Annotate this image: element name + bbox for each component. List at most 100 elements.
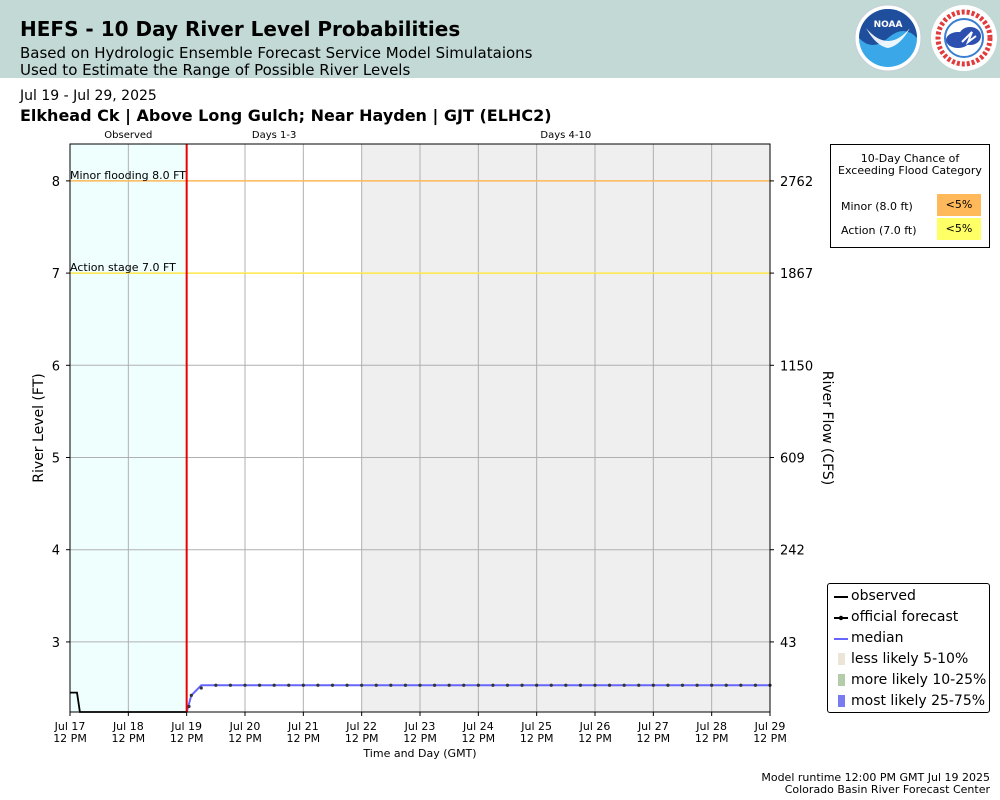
forecast-point	[447, 683, 451, 687]
forecast-point	[680, 683, 685, 687]
period-region-1	[186, 144, 362, 712]
x-tick-label: 12 PM	[345, 732, 379, 745]
x-tick-label: Jul 23	[404, 720, 436, 733]
forecast-point	[374, 683, 378, 687]
forecast-point	[520, 683, 524, 687]
series-median	[185, 684, 770, 713]
y-tick-label: 7	[52, 267, 60, 282]
forecast-point	[607, 683, 612, 687]
forecast-point	[389, 683, 393, 687]
legend-dot	[838, 615, 844, 621]
legend-item-observed: observed	[828, 586, 989, 607]
forecast-point	[432, 683, 437, 687]
x-tick-label: Jul 29	[754, 720, 786, 733]
y-tick-label: 8	[52, 175, 60, 190]
forecast-point	[330, 683, 335, 687]
legend-swatch	[838, 653, 845, 665]
y2-tick-label: 242	[780, 544, 805, 559]
flood-category-title: 10-Day Chance of Exceeding Flood Categor…	[838, 152, 982, 177]
x-tick-label: Jul 19	[170, 720, 202, 733]
forecast-point	[228, 683, 233, 687]
y-tick-label: 6	[52, 359, 60, 374]
y2-tick-label: 609	[780, 452, 805, 467]
threshold-label-1: Action stage 7.0 FT	[70, 261, 176, 274]
x-tick-label: Jul 24	[462, 720, 494, 733]
legend-symbol-most-likely	[838, 695, 845, 707]
forecast-point	[189, 693, 193, 698]
forecast-point	[301, 683, 305, 687]
forecast-point	[345, 683, 349, 687]
y2-tick-label: 2762	[780, 175, 813, 190]
x-tick-label: 12 PM	[462, 732, 496, 745]
chart-legend: observed official forecast median less l…	[827, 583, 990, 713]
x-tick-label: Jul 26	[579, 720, 611, 733]
y-tick-label: 3	[52, 636, 60, 651]
page-title: HEFS - 10 Day River Level Probabilities	[20, 17, 461, 41]
y2-tick-label: 43	[780, 636, 797, 651]
date-range: Jul 19 - Jul 29, 2025	[20, 88, 157, 104]
forecast-point	[257, 683, 262, 687]
x-tick-label: Jul 20	[229, 720, 261, 733]
x-tick-label: 12 PM	[578, 732, 612, 745]
forecast-point	[739, 683, 743, 687]
nws-logo	[931, 5, 997, 71]
legend-label-median: median	[851, 630, 904, 646]
legend-swatch	[838, 695, 845, 707]
flood-category-action-value: <5%	[937, 218, 981, 240]
footer-center: Colorado Basin River Forecast Center	[784, 783, 990, 796]
legend-symbol-less-likely	[838, 653, 845, 665]
x-tick-label: Jul 25	[520, 720, 552, 733]
forecast-point	[505, 683, 510, 687]
legend-symbol-more-likely	[838, 674, 845, 686]
forecast-point	[462, 683, 466, 687]
x-tick-label: 12 PM	[53, 732, 87, 745]
forecast-point	[666, 683, 670, 687]
forecast-point	[491, 683, 495, 687]
legend-item-median: median	[828, 628, 989, 649]
period-region-2	[361, 144, 770, 712]
legend-item-official-forecast: official forecast	[828, 607, 989, 628]
forecast-point	[564, 683, 568, 687]
x-tick-label: Jul 21	[287, 720, 319, 733]
forecast-point	[272, 683, 276, 687]
y2-axis-label: River Flow (CFS)	[819, 371, 835, 486]
forecast-point	[753, 683, 758, 687]
x-tick-label: Jul 18	[112, 720, 144, 733]
period-regions	[70, 144, 770, 712]
y2-tick-label: 1150	[780, 359, 813, 374]
forecast-point	[651, 683, 655, 687]
forecast-point	[476, 683, 480, 687]
x-tick-label: Jul 22	[345, 720, 377, 733]
chart-series	[70, 144, 772, 713]
threshold-label-0: Minor flooding 8.0 FT	[70, 169, 186, 182]
x-tick-label: 12 PM	[287, 732, 321, 745]
y2-tick-label: 1867	[780, 267, 813, 282]
x-tick-label: Jul 27	[637, 720, 669, 733]
x-tick-label: 12 PM	[112, 732, 146, 745]
flood-category-action-label: Action (7.0 ft)	[841, 224, 917, 237]
forecast-point	[637, 683, 641, 687]
noaa-logo: NOAA	[854, 4, 922, 72]
y-axis-label: River Level (FT)	[31, 373, 47, 482]
x-tick-label: 12 PM	[170, 732, 204, 745]
forecast-point	[578, 683, 583, 687]
forecast-point	[695, 683, 699, 687]
x-tick-label: 12 PM	[753, 732, 787, 745]
noaa-logo-text: NOAA	[874, 20, 903, 30]
forecast-point	[214, 683, 218, 687]
flood-category-box: 10-Day Chance of Exceeding Flood Categor…	[830, 144, 990, 248]
flood-category-minor-value: <5%	[937, 194, 981, 216]
legend-symbol-official-forecast	[834, 615, 848, 621]
x-tick-label: 12 PM	[695, 732, 729, 745]
period-label-1: Days 1-3	[252, 130, 296, 141]
x-tick-label: Jul 17	[54, 720, 86, 733]
legend-symbol-observed	[834, 596, 848, 598]
forecast-point	[199, 686, 203, 690]
x-axis-label: Time and Day (GMT)	[362, 747, 476, 760]
footer-runtime: Model runtime 12:00 PM GMT Jul 19 2025	[761, 771, 990, 784]
x-tick-label: 12 PM	[403, 732, 437, 745]
forecast-point	[535, 683, 539, 687]
legend-item-most-likely: most likely 25-75%	[828, 691, 989, 712]
